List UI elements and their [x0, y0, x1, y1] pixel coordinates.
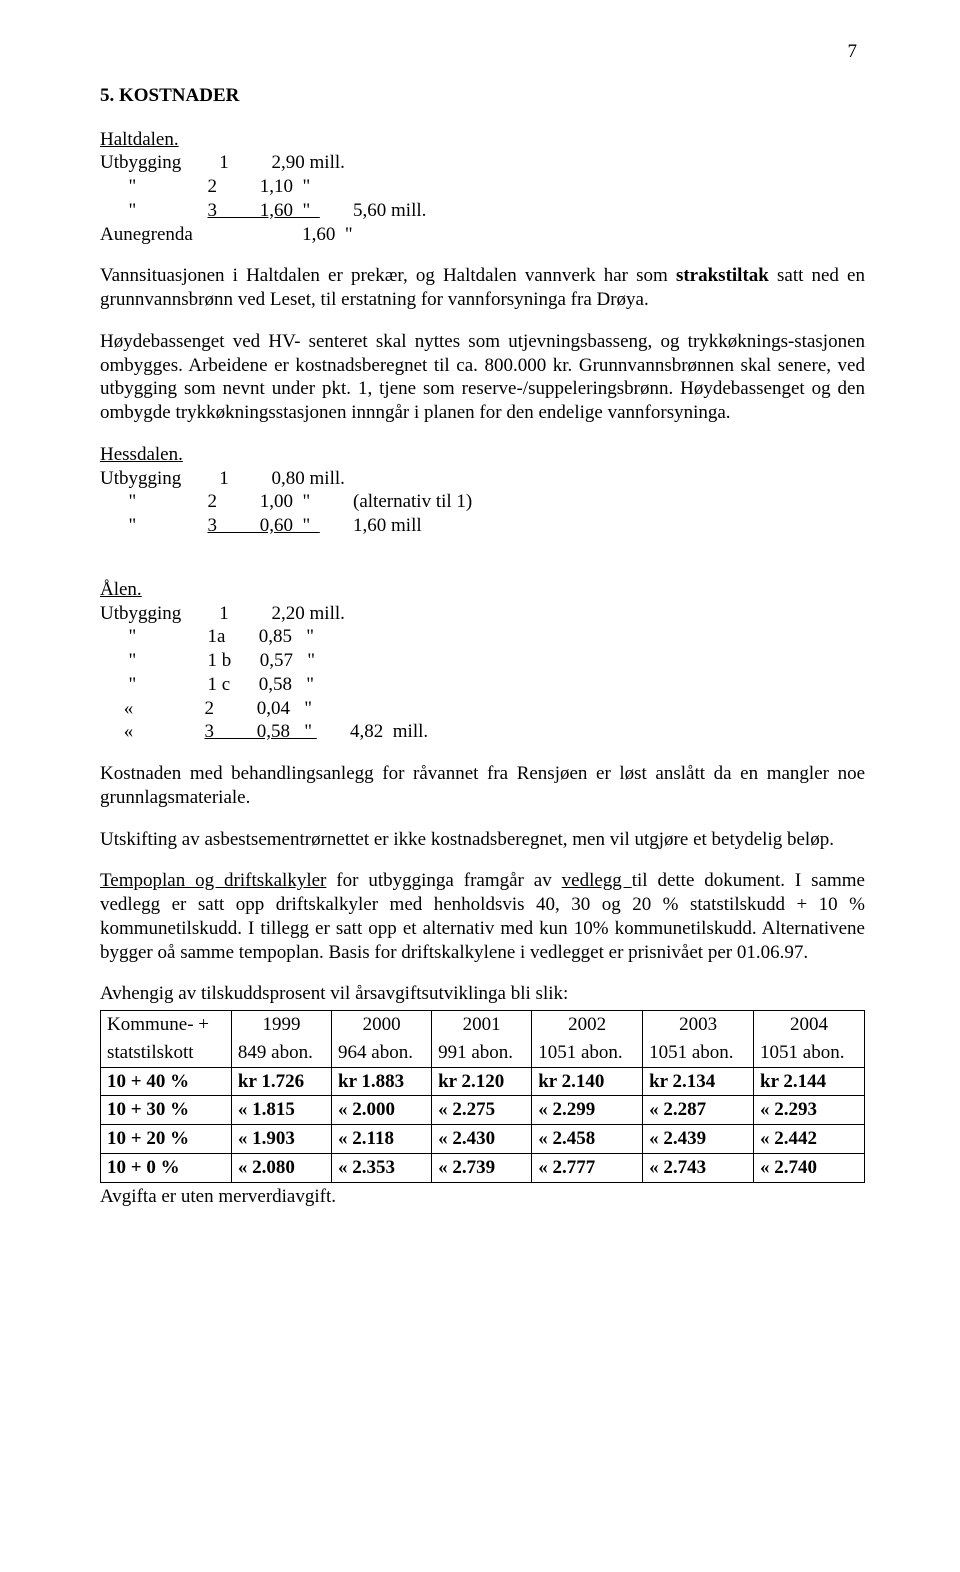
td-3-2: « 2.353	[332, 1153, 432, 1182]
th-1-1: 849 abon.	[231, 1039, 331, 1067]
th-0-6: 2004	[754, 1011, 865, 1039]
table-row: 10 + 30 % « 1.815 « 2.000 « 2.275 « 2.29…	[101, 1096, 865, 1125]
section-heading: 5. KOSTNADER	[100, 84, 865, 108]
td-3-5: « 2.743	[643, 1153, 754, 1182]
td-0-2: kr 1.883	[332, 1067, 432, 1096]
haltdalen-line-3: " 3 1,60 " 5,60 mill.	[100, 199, 865, 223]
th-0-1: 1999	[231, 1011, 331, 1039]
hessdalen-label: Hessdalen.	[100, 443, 865, 467]
td-2-4: « 2.458	[532, 1125, 643, 1154]
table-row: 10 + 0 % « 2.080 « 2.353 « 2.739 « 2.777…	[101, 1153, 865, 1182]
page-number: 7	[100, 40, 865, 64]
tempoplan-para: Tempoplan og driftskalkyler for utbyggin…	[100, 869, 865, 964]
th-1-4: 1051 abon.	[532, 1039, 643, 1067]
td-3-4: « 2.777	[532, 1153, 643, 1182]
td-2-1: « 1.903	[231, 1125, 331, 1154]
hessdalen-line-2: " 2 1,00 " (alternativ til 1)	[100, 490, 865, 514]
th-1-6: 1051 abon.	[754, 1039, 865, 1067]
th-1-0: statstilskott	[101, 1039, 232, 1067]
alen-label: Ålen.	[100, 578, 865, 602]
para1-bold: strakstiltak	[676, 265, 769, 286]
th-1-3: 991 abon.	[432, 1039, 532, 1067]
aunegrenda-label: Aunegrenda	[100, 224, 193, 245]
td-1-2: « 2.000	[332, 1096, 432, 1125]
haltdalen-label: Haltdalen.	[100, 128, 865, 152]
th-0-2: 2000	[332, 1011, 432, 1039]
th-0-0: Kommune- +	[101, 1011, 232, 1039]
hessdalen-block: Hessdalen. Utbygging 1 0,80 mill. " 2 1,…	[100, 443, 865, 538]
table-row: 10 + 20 % « 1.903 « 2.118 « 2.430 « 2.45…	[101, 1125, 865, 1154]
tempoplan-underline-2: vedlegg	[562, 870, 632, 891]
alen-line-1: Utbygging 1 2,20 mill.	[100, 602, 865, 626]
table-header-row-2: statstilskott 849 abon. 964 abon. 991 ab…	[101, 1039, 865, 1067]
td-0-6: kr 2.144	[754, 1067, 865, 1096]
footer-line: Avgifta er uten merverdiavgift.	[100, 1185, 865, 1209]
asbest-para: Utskifting av asbestsementrørnettet er i…	[100, 828, 865, 852]
alen-line-6: « 3 0,58 " 4,82 mill.	[100, 720, 865, 744]
td-1-4: « 2.299	[532, 1096, 643, 1125]
th-1-2: 964 abon.	[332, 1039, 432, 1067]
th-1-5: 1051 abon.	[643, 1039, 754, 1067]
td-0-4: kr 2.140	[532, 1067, 643, 1096]
td-1-5: « 2.287	[643, 1096, 754, 1125]
td-2-6: « 2.442	[754, 1125, 865, 1154]
td-2-0: 10 + 20 %	[101, 1125, 232, 1154]
tempoplan-mid: for utbygginga framgår av	[326, 870, 561, 891]
td-3-3: « 2.739	[432, 1153, 532, 1182]
th-0-4: 2002	[532, 1011, 643, 1039]
td-1-0: 10 + 30 %	[101, 1096, 232, 1125]
td-0-3: kr 2.120	[432, 1067, 532, 1096]
cost-table: Kommune- + 1999 2000 2001 2002 2003 2004…	[100, 1010, 865, 1183]
alen-line-3: " 1 b 0,57 "	[100, 649, 865, 673]
td-3-6: « 2.740	[754, 1153, 865, 1182]
td-1-3: « 2.275	[432, 1096, 532, 1125]
rensjoen-para: Kostnaden med behandlingsanlegg for råva…	[100, 762, 865, 810]
aunegrenda-value: 1,60 "	[302, 224, 353, 245]
alen-block: Ålen. Utbygging 1 2,20 mill. " 1a 0,85 "…	[100, 578, 865, 744]
table-header-row-1: Kommune- + 1999 2000 2001 2002 2003 2004	[101, 1011, 865, 1039]
table-row: 10 + 40 % kr 1.726 kr 1.883 kr 2.120 kr …	[101, 1067, 865, 1096]
td-1-6: « 2.293	[754, 1096, 865, 1125]
td-0-1: kr 1.726	[231, 1067, 331, 1096]
td-1-1: « 1.815	[231, 1096, 331, 1125]
td-0-5: kr 2.134	[643, 1067, 754, 1096]
td-2-2: « 2.118	[332, 1125, 432, 1154]
para1-pre: Vannsituasjonen i Haltdalen er prekær, o…	[100, 265, 676, 286]
haltdalen-para-1: Vannsituasjonen i Haltdalen er prekær, o…	[100, 264, 865, 312]
th-0-3: 2001	[432, 1011, 532, 1039]
hessdalen-line-1: Utbygging 1 0,80 mill.	[100, 467, 865, 491]
section-title-text: KOSTNADER	[119, 85, 239, 106]
haltdalen-line-1: Utbygging 1 2,90 mill.	[100, 151, 865, 175]
haltdalen-line-2: " 2 1,10 "	[100, 175, 865, 199]
td-0-0: 10 + 40 %	[101, 1067, 232, 1096]
td-2-3: « 2.430	[432, 1125, 532, 1154]
table-intro: Avhengig av tilskuddsprosent vil årsavgi…	[100, 982, 865, 1006]
th-0-5: 2003	[643, 1011, 754, 1039]
alen-line-4: " 1 c 0,58 "	[100, 673, 865, 697]
section-number: 5.	[100, 85, 114, 106]
td-3-1: « 2.080	[231, 1153, 331, 1182]
td-2-5: « 2.439	[643, 1125, 754, 1154]
hessdalen-line-3: " 3 0,60 " 1,60 mill	[100, 514, 865, 538]
alen-line-2: " 1a 0,85 "	[100, 625, 865, 649]
aunegrenda-line: Aunegrenda 1,60 "	[100, 223, 865, 247]
td-3-0: 10 + 0 %	[101, 1153, 232, 1182]
haltdalen-para-2: Høydebassenget ved HV- senteret skal nyt…	[100, 330, 865, 425]
alen-line-5: « 2 0,04 "	[100, 697, 865, 721]
tempoplan-underline-1: Tempoplan og driftskalkyler	[100, 870, 326, 891]
haltdalen-block: Haltdalen. Utbygging 1 2,90 mill. " 2 1,…	[100, 128, 865, 247]
